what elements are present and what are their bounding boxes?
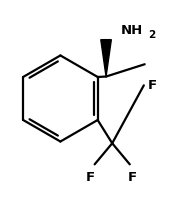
Text: F: F	[86, 171, 95, 184]
Text: NH: NH	[121, 24, 143, 37]
Text: F: F	[128, 171, 137, 184]
Text: 2: 2	[148, 30, 155, 40]
Text: F: F	[148, 79, 157, 92]
Polygon shape	[101, 40, 111, 76]
